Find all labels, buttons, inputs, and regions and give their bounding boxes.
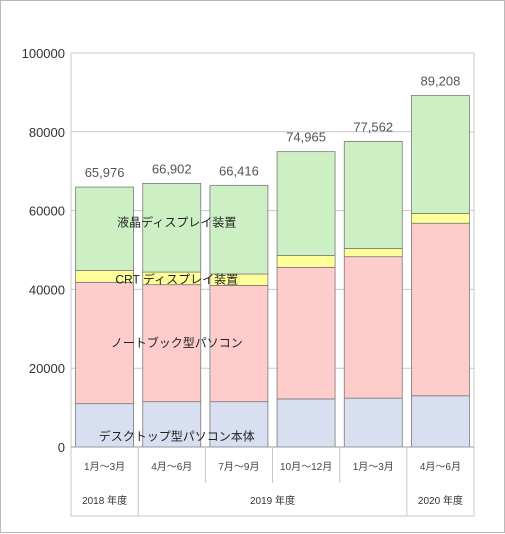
fiscal-year-label: 2020 年度 bbox=[418, 494, 463, 507]
bar-segment bbox=[411, 212, 470, 224]
bar-segment bbox=[343, 248, 403, 258]
y-tick-label: 80000 bbox=[29, 125, 65, 140]
bar-segment bbox=[343, 256, 403, 399]
x-category-label: 1月～3月 bbox=[84, 461, 125, 473]
bar-segment bbox=[209, 401, 269, 448]
bar-segment bbox=[142, 183, 202, 273]
bar-segment bbox=[209, 184, 269, 275]
x-category-label: 10月～12月 bbox=[280, 461, 332, 473]
bar-segment bbox=[142, 401, 202, 448]
x-axis-table: 1月～3月 4月～6月 7月～9月 10月～12月 1月～3月 4月～6月 2018 年度 2… bbox=[70, 446, 475, 517]
x-category-label: 7月～9月 bbox=[218, 461, 259, 473]
bar-segment bbox=[142, 284, 202, 403]
bar-segment bbox=[343, 397, 403, 448]
bar-segment bbox=[411, 395, 470, 448]
y-axis-ticks: 0 20000 40000 60000 80000 100000 bbox=[22, 46, 65, 455]
bar-segment bbox=[276, 398, 336, 448]
gridlines bbox=[70, 52, 475, 448]
bar-total-label: 74,965 bbox=[286, 130, 326, 145]
series-label: CRT ディスプレイ装置 bbox=[115, 271, 238, 286]
bar-total-label: 66,416 bbox=[219, 163, 259, 178]
bar-segment bbox=[75, 403, 134, 448]
y-tick-label: 0 bbox=[58, 440, 65, 455]
bar-total-label: 65,976 bbox=[85, 165, 125, 180]
series-label: 液晶ディスプレイ装置 bbox=[117, 215, 236, 230]
x-category-label: 1月～3月 bbox=[353, 461, 394, 473]
y-tick-label: 100000 bbox=[22, 46, 65, 61]
bars bbox=[75, 95, 470, 448]
bar-total-label: 77,562 bbox=[353, 119, 393, 134]
y-tick-label: 20000 bbox=[29, 361, 65, 376]
fiscal-year-label: 2019 年度 bbox=[250, 494, 295, 507]
bar-segment bbox=[343, 141, 403, 249]
bar-total-label: 89,208 bbox=[421, 74, 461, 89]
x-category-label: 4月～6月 bbox=[420, 461, 461, 473]
bar-segment bbox=[411, 95, 470, 214]
bar-total-label: 66,902 bbox=[152, 161, 192, 176]
series-label: デスクトップ型パソコン本体 bbox=[99, 428, 255, 443]
fiscal-year-label: 2018 年度 bbox=[82, 494, 127, 507]
bar-segment bbox=[75, 281, 134, 405]
bar-segment bbox=[276, 151, 336, 256]
y-tick-label: 40000 bbox=[29, 282, 65, 297]
x-category-label: 4月～6月 bbox=[151, 461, 192, 473]
bar-segment bbox=[276, 266, 336, 400]
bar-totals: 65,976 66,902 66,416 74,965 77,562 89,208 bbox=[85, 74, 461, 181]
y-tick-label: 60000 bbox=[29, 204, 65, 219]
bar-segment bbox=[75, 186, 134, 271]
bar-segment bbox=[411, 222, 470, 397]
bar-segment bbox=[276, 255, 336, 268]
series-label: ノートブック型パソコン bbox=[111, 335, 243, 350]
